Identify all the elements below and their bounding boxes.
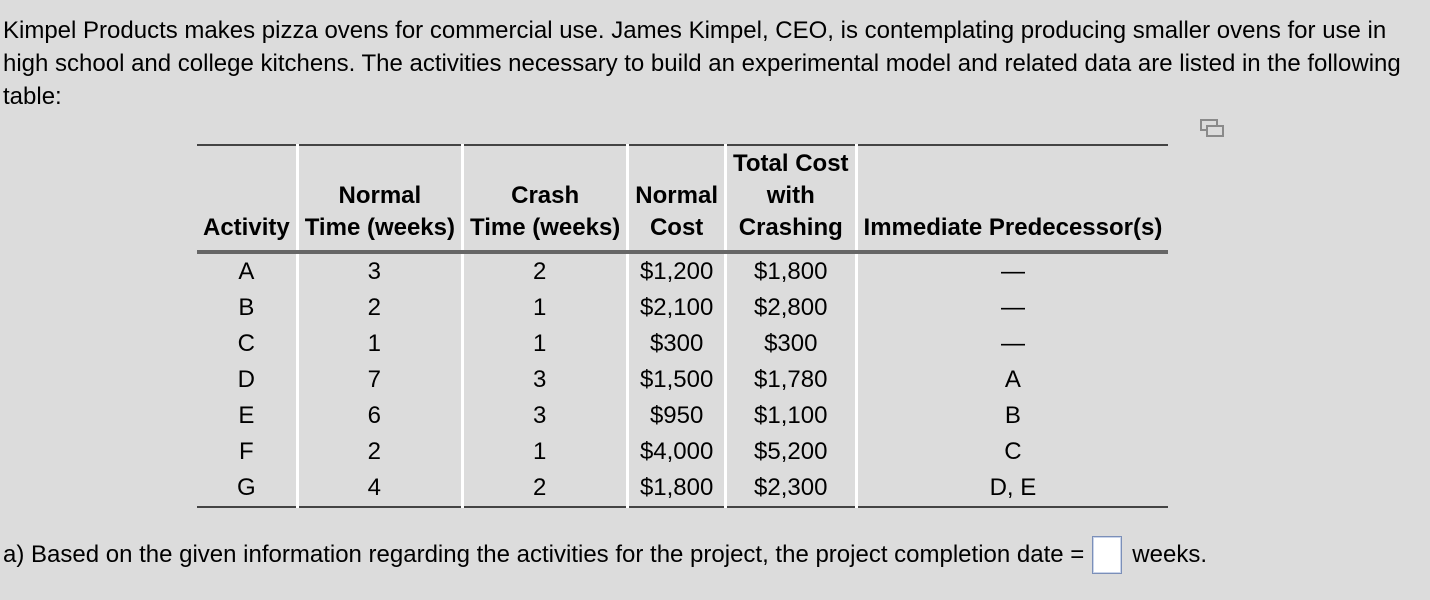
table-row: D 7 3 $1,500 $1,780 A	[197, 362, 1169, 398]
cell-activity: G	[197, 470, 298, 508]
cell-predecessors: A	[854, 362, 1169, 398]
cell-normal-time: 4	[295, 470, 463, 508]
cell-activity: C	[237, 330, 256, 357]
cell-activity: F	[239, 438, 254, 465]
cell-normal-cost: $300	[626, 326, 726, 362]
cell-activity: D	[237, 366, 256, 393]
cell-activity: B	[238, 294, 255, 321]
cell-predecessors: D, E	[854, 470, 1169, 508]
completion-date-input[interactable]	[1092, 536, 1123, 574]
cell-total-cost: $2,800	[723, 290, 857, 326]
cell-normal-time: 2	[295, 290, 463, 326]
header-predecessors: Immediate Predecessor(s)	[854, 144, 1169, 254]
cell-crash-time: 1	[460, 326, 628, 362]
header-normal-cost: Normal Cost	[626, 144, 726, 254]
cell-normal-time: 6	[295, 398, 463, 434]
cell-predecessors: —	[854, 326, 1169, 362]
activity-table: Activity Normal Time (weeks) Crash Time …	[197, 144, 1169, 508]
cell-normal-cost: $950	[626, 398, 726, 434]
table-row: G 4 2 $1,800 $2,300 D, E	[197, 470, 1169, 508]
table-row: A 3 2 $1,200 $1,800 —	[197, 252, 1169, 290]
header-activity: Activity	[197, 144, 298, 254]
cell-total-cost: $5,200	[723, 434, 857, 470]
cell-total-cost: $1,100	[723, 398, 857, 434]
cell-crash-time: 2	[460, 252, 628, 290]
table-row: B 2 1 $2,100 $2,800 —	[197, 290, 1169, 326]
table-row: E 6 3 $950 $1,100 B	[197, 398, 1169, 434]
header-normal-time: Normal Time (weeks)	[295, 144, 463, 254]
cell-predecessors: —	[854, 290, 1169, 326]
question-prefix: a) Based on the given information regard…	[3, 541, 1085, 568]
header-crash-time: Crash Time (weeks)	[460, 144, 628, 254]
cell-total-cost: $2,300	[723, 470, 857, 508]
copy-icon[interactable]	[1200, 118, 1224, 138]
table-row: F 2 1 $4,000 $5,200 C	[197, 434, 1169, 470]
cell-normal-time: 7	[295, 362, 463, 398]
cell-normal-cost: $2,100	[626, 290, 726, 326]
cell-crash-time: 2	[460, 470, 628, 508]
question-suffix: weeks.	[1132, 541, 1207, 568]
cell-predecessors: C	[854, 434, 1169, 470]
table-row: C 1 1 $300 $300 —	[197, 326, 1169, 362]
cell-crash-time: 1	[460, 290, 628, 326]
cell-predecessors: —	[854, 252, 1169, 290]
cell-activity: A	[238, 258, 255, 285]
cell-predecessors: B	[854, 398, 1169, 434]
header-total-cost: Total Cost with Crashing	[723, 144, 857, 254]
cell-crash-time: 3	[460, 362, 628, 398]
problem-intro: Kimpel Products makes pizza ovens for co…	[3, 17, 1401, 110]
cell-normal-cost: $1,200	[626, 252, 726, 290]
cell-total-cost: $1,780	[723, 362, 857, 398]
cell-activity: E	[238, 402, 255, 429]
question-a: a) Based on the given information regard…	[3, 536, 1207, 574]
cell-normal-cost: $1,500	[626, 362, 726, 398]
cell-normal-time: 1	[295, 326, 463, 362]
table-header-row: Activity Normal Time (weeks) Crash Time …	[197, 144, 1169, 254]
cell-normal-time: 3	[295, 252, 463, 290]
cell-normal-cost: $1,800	[626, 470, 726, 508]
cell-crash-time: 1	[460, 434, 628, 470]
cell-total-cost: $1,800	[723, 252, 857, 290]
cell-total-cost: $300	[723, 326, 857, 362]
cell-normal-time: 2	[295, 434, 463, 470]
cell-crash-time: 3	[460, 398, 628, 434]
cell-normal-cost: $4,000	[626, 434, 726, 470]
